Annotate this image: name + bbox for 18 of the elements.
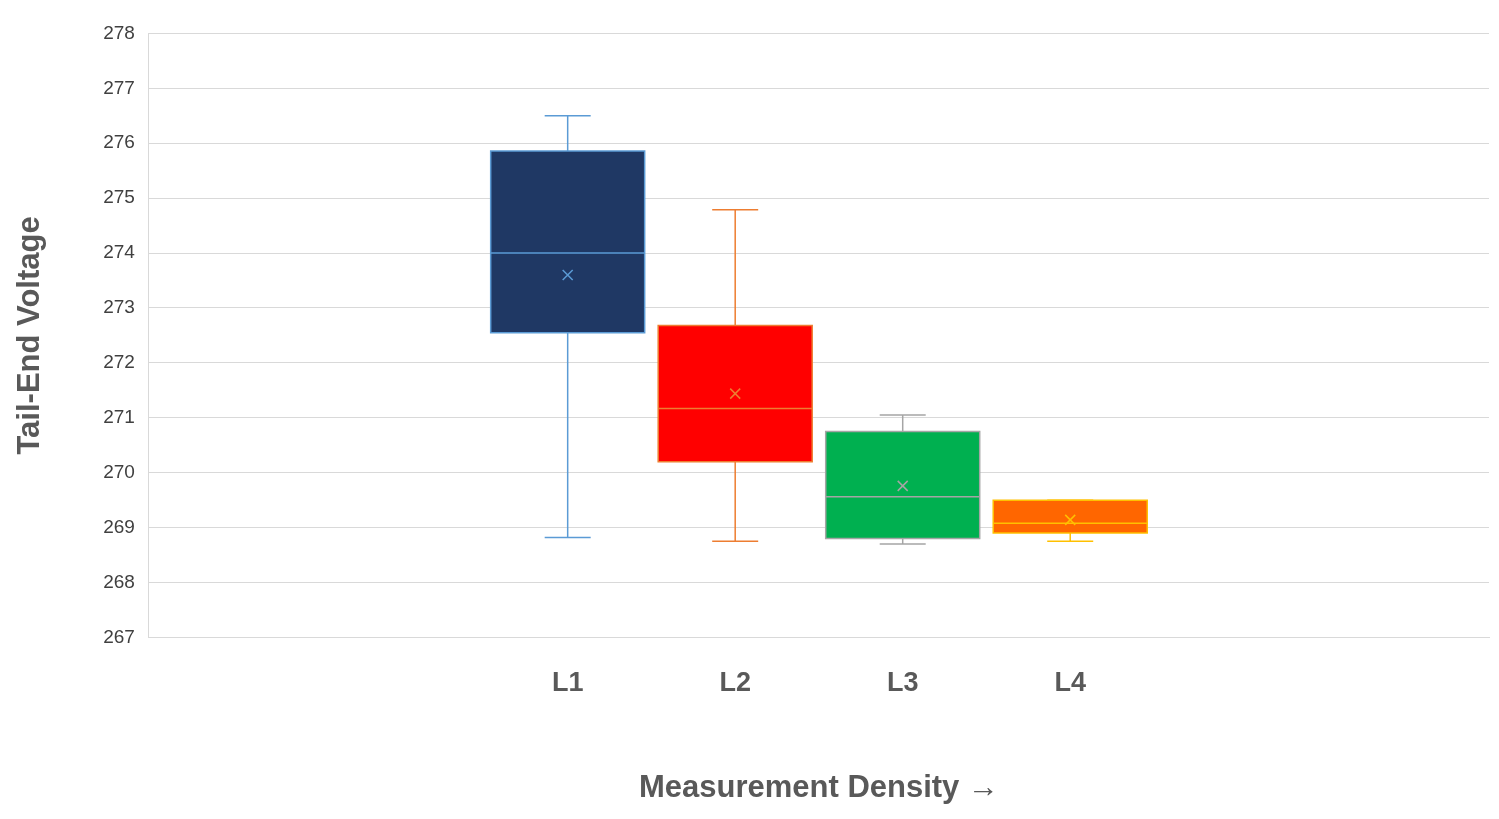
x-axis-title: Measurement Density →	[638, 768, 999, 804]
x-tick-label: L4	[1054, 667, 1086, 698]
y-tick-label: 271	[103, 406, 135, 427]
y-tick-label: 274	[103, 241, 136, 263]
y-tick-label: 272	[103, 351, 135, 373]
y-tick-label: 273	[103, 296, 135, 318]
y-tick-label: 276	[103, 131, 135, 153]
y-tick-label: 267	[103, 625, 135, 647]
y-tick-label: 268	[103, 570, 135, 592]
y-tick-label: 277	[103, 76, 135, 98]
y-tick-label: 275	[103, 186, 135, 208]
x-tick-label: L2	[719, 667, 751, 698]
y-tick-label: 278	[103, 21, 135, 43]
y-axis-title: Tail-End Voltage	[11, 216, 47, 455]
x-tick-label: L1	[551, 667, 584, 698]
y-tick-label: 269	[103, 515, 135, 537]
x-tick-label: L3	[886, 667, 919, 698]
y-tick-label: 270	[103, 460, 135, 482]
